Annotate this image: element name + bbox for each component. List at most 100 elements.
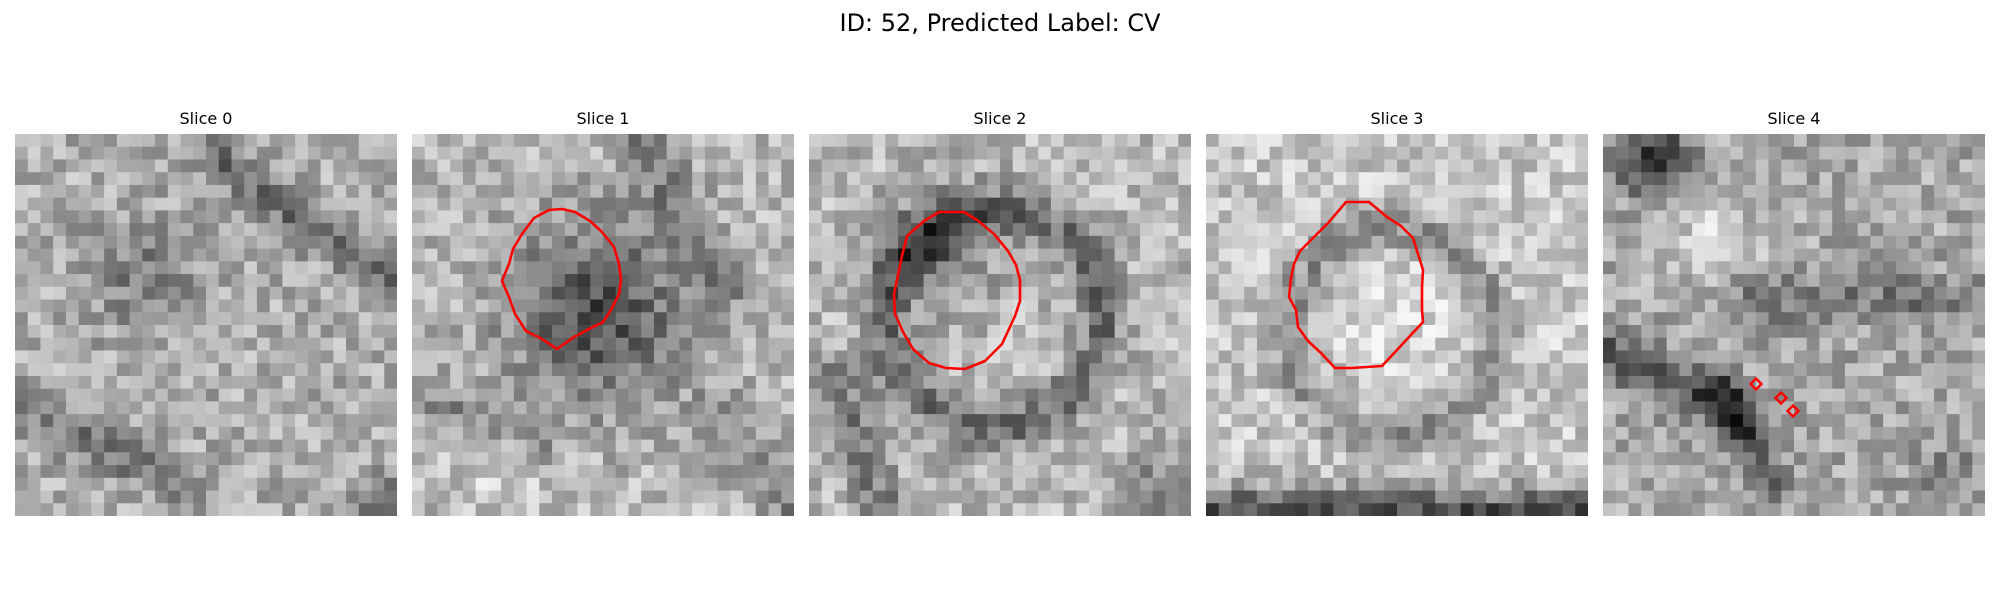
pixel [1152,490,1167,504]
pixel [809,159,823,173]
pixel [65,337,80,352]
pixel [1473,286,1487,301]
pixel [1165,235,1179,250]
pixel [320,439,334,453]
pixel [653,490,668,504]
pixel [1498,299,1513,313]
pixel [1895,350,1910,364]
pixel [1653,337,1668,352]
pixel [730,274,744,288]
pixel [384,146,397,161]
pixel [1358,184,1373,199]
pixel [539,299,553,313]
pixel [1320,388,1334,402]
pixel [1768,465,1782,479]
pixel [603,426,617,441]
pixel [1206,210,1220,224]
pixel [1140,223,1154,237]
pixel [1844,274,1859,288]
pixel [1231,350,1245,364]
pixel [1755,235,1770,250]
pixel [1946,439,1961,453]
pixel [193,388,207,402]
pixel [755,363,770,377]
pixel [91,490,105,504]
pixel [961,465,976,479]
pixel [1282,452,1296,466]
pixel [155,134,169,148]
pixel [1615,337,1630,352]
pixel [1653,299,1668,313]
pixel [307,172,322,186]
pixel [40,210,54,224]
pixel [475,312,489,326]
pixel [1628,375,1642,390]
pixel [755,503,770,516]
pixel [1934,146,1948,161]
pixel [704,414,719,428]
pixel [333,235,347,250]
pixel [1794,363,1808,377]
pixel [1152,363,1167,377]
pixel [526,477,540,492]
pixel [1333,426,1347,441]
pixel [923,172,937,186]
pixel [1511,388,1525,402]
pixel [872,325,886,339]
pixel [1460,134,1474,148]
pixel [1244,414,1258,428]
pixel [1295,503,1309,516]
pixel [1537,426,1551,441]
pixel [1870,261,1884,275]
pixel [1679,363,1693,377]
pixel [1524,401,1538,415]
pixel [1282,248,1296,262]
pixel [615,439,630,453]
pixel [1921,363,1935,377]
pixel [1435,452,1449,466]
pixel [412,299,426,313]
pixel [1692,426,1706,441]
pixel [1422,159,1436,173]
pixel [333,401,347,415]
pixel [1140,363,1154,377]
pixel [615,325,630,339]
pixel [1063,274,1077,288]
pixel [1524,337,1538,352]
pixel [358,312,373,326]
pixel [1256,337,1271,352]
pixel [1269,235,1283,250]
pixel [1870,439,1884,453]
pixel [1895,286,1910,301]
pixel [615,452,630,466]
pixel [961,286,976,301]
pixel [1447,146,1462,161]
pixel [475,299,489,313]
pixel [1921,159,1935,173]
pixel [847,452,861,466]
pixel [1473,274,1487,288]
pixel [1178,439,1191,453]
pixel [1397,261,1411,275]
pixel [218,503,233,516]
pixel [1794,426,1808,441]
pixel [1244,172,1258,186]
pixel [1025,375,1039,390]
pixel [244,401,258,415]
pixel [755,401,770,415]
pixel [424,439,439,453]
pixel [384,465,397,479]
pixel [1794,248,1808,262]
pixel [847,172,861,186]
pixel [40,134,54,148]
pixel [371,414,385,428]
pixel [847,503,861,516]
pixel [692,223,706,237]
pixel [142,210,156,224]
pixel [564,452,579,466]
pixel [809,350,823,364]
pixel [78,223,92,237]
pixel [1870,388,1884,402]
pixel [1972,286,1985,301]
pixel [269,350,283,364]
